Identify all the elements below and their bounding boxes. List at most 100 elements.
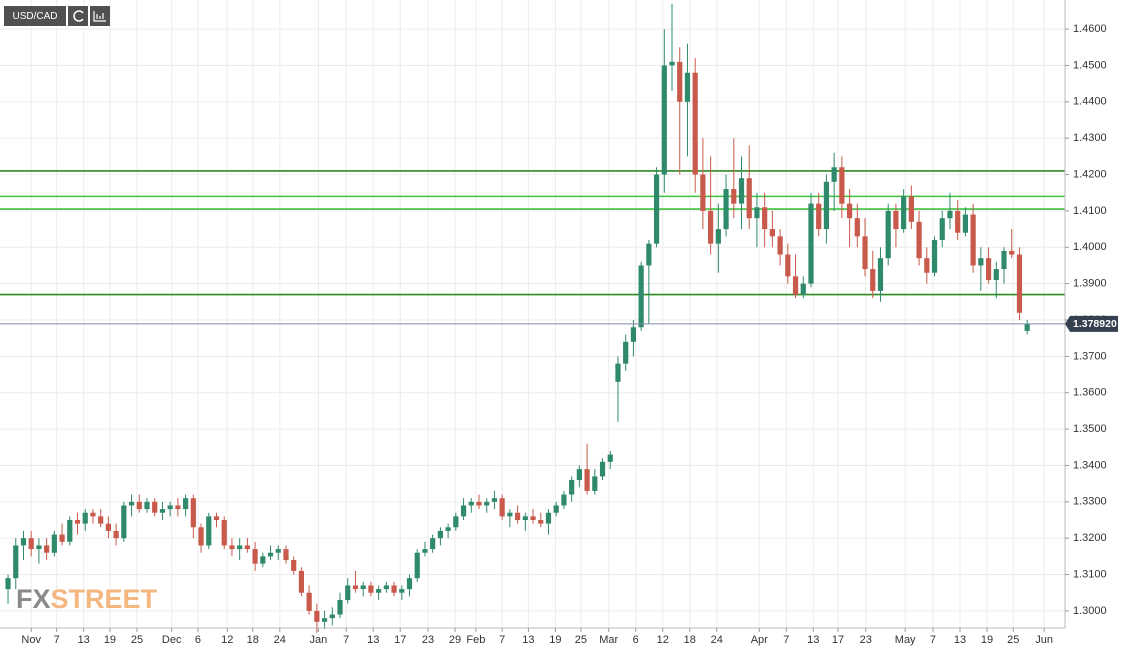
candle-body (275, 549, 281, 553)
refresh-icon (73, 10, 84, 22)
watermark-fx: FX (16, 584, 51, 614)
x-tick-label: Jan (310, 634, 328, 646)
x-tick-label: 18 (684, 634, 696, 646)
y-tick-label: 1.3400 (1073, 459, 1107, 471)
candle-body (376, 589, 382, 593)
candle-body (715, 229, 721, 244)
candle-body (1016, 254, 1023, 313)
candle-body (816, 203, 822, 230)
x-tick-label: 23 (422, 634, 434, 646)
x-tick-label: 23 (860, 634, 872, 646)
x-tick-label: 18 (247, 634, 259, 646)
candle-body (785, 254, 791, 277)
grid (0, 0, 1065, 628)
candle-body (769, 229, 775, 237)
candle-body (484, 501, 490, 506)
x-tick-label: 19 (549, 634, 561, 646)
candle-body (321, 618, 328, 622)
candle-body (252, 549, 258, 564)
watermark: FXSTREET (16, 584, 158, 614)
candle-body (314, 610, 320, 622)
candle-body (360, 585, 366, 590)
candle-body (901, 196, 907, 230)
candle-body (507, 512, 513, 517)
x-tick-label: 7 (54, 634, 60, 646)
x-tick-label: 24 (711, 634, 723, 646)
candle-body (190, 498, 196, 528)
y-tick-label: 1.3600 (1073, 387, 1107, 399)
x-tick-label: Nov (21, 634, 41, 646)
chart-type-icon (93, 11, 106, 22)
y-tick-label: 1.4600 (1073, 23, 1107, 35)
candle-body (167, 505, 173, 510)
candle-body (970, 214, 976, 266)
x-tick-label: 24 (274, 634, 286, 646)
candle-body (1001, 250, 1007, 270)
x-tick-label: 13 (367, 634, 379, 646)
candle-body (460, 505, 467, 517)
candle-body (345, 585, 351, 600)
candle-body (762, 207, 768, 230)
x-tick-label: 19 (104, 634, 116, 646)
symbol-label[interactable]: USD/CAD (12, 11, 57, 22)
candle-body (414, 552, 420, 579)
candle-body (430, 538, 436, 550)
candle-body (105, 523, 111, 531)
y-tick-label: 1.4400 (1073, 96, 1107, 108)
candle-body (831, 167, 837, 182)
candle-body (399, 589, 405, 593)
candle-body (291, 560, 297, 571)
x-tick-label: 12 (657, 634, 669, 646)
candle-body (298, 570, 305, 593)
price-tag-label: 1.378920 (1073, 318, 1117, 330)
candle-body (499, 498, 505, 517)
x-tick-label: 13 (954, 634, 966, 646)
candle-body (931, 240, 938, 273)
candle-body (708, 210, 714, 244)
candle-body (777, 236, 783, 255)
x-tick-label: 6 (195, 634, 201, 646)
symbol-badge[interactable] (4, 6, 66, 26)
x-tick-label: 7 (499, 634, 505, 646)
candle-body (206, 516, 212, 546)
x-tick-label: 12 (221, 634, 233, 646)
x-tick-label: 17 (394, 634, 406, 646)
refresh-button[interactable] (68, 6, 88, 26)
candle-body (36, 545, 42, 550)
candle-body (383, 585, 389, 590)
candle-body (159, 509, 166, 513)
candle-body (538, 520, 544, 524)
candle-body (885, 210, 891, 259)
candle-body (260, 556, 266, 564)
x-tick-label: Jun (1035, 634, 1053, 646)
candle-body (136, 501, 142, 510)
candle-body (67, 520, 73, 542)
candle-body (28, 538, 34, 550)
candle-body (329, 614, 335, 619)
candle-body (592, 476, 598, 491)
candle-body (437, 530, 443, 539)
candle-body (738, 178, 745, 204)
candle-body (854, 218, 860, 237)
candle-body (90, 512, 96, 517)
candle-body (20, 538, 27, 546)
candle-body (924, 258, 930, 273)
candle-body (615, 363, 621, 382)
y-tick-label: 1.4300 (1073, 132, 1107, 144)
candle-body (144, 501, 150, 510)
y-tick-label: 1.4000 (1073, 241, 1107, 253)
candle-body (607, 454, 613, 462)
candle-body (993, 269, 999, 280)
candle-body (638, 265, 644, 328)
candle-body (669, 61, 675, 66)
x-tick-label: 25 (131, 634, 143, 646)
plot (0, 3, 1065, 633)
candle-body (576, 469, 582, 480)
candle-body (955, 210, 961, 233)
candle-body (800, 283, 806, 295)
candle-body (267, 552, 274, 557)
y-tick-label: 1.4100 (1073, 205, 1107, 217)
x-tick-label: 6 (633, 634, 639, 646)
candle-body (947, 210, 953, 219)
